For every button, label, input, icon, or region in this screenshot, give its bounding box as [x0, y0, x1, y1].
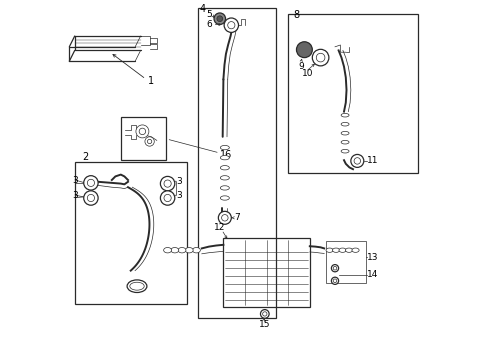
Ellipse shape: [341, 122, 349, 126]
Text: 4: 4: [200, 4, 206, 14]
Text: 10: 10: [302, 69, 314, 78]
Bar: [326, 241, 366, 283]
Ellipse shape: [341, 113, 349, 117]
Circle shape: [160, 191, 175, 205]
Ellipse shape: [127, 280, 147, 292]
Ellipse shape: [220, 156, 229, 160]
Ellipse shape: [193, 248, 200, 253]
Text: 2: 2: [82, 152, 89, 162]
Circle shape: [87, 194, 95, 202]
Ellipse shape: [130, 282, 144, 290]
Text: 16: 16: [220, 150, 232, 160]
Text: 12: 12: [215, 223, 226, 232]
Circle shape: [219, 211, 231, 224]
Circle shape: [84, 176, 98, 190]
Ellipse shape: [341, 131, 349, 135]
Circle shape: [160, 176, 175, 191]
Circle shape: [354, 158, 361, 164]
Text: 3: 3: [72, 191, 78, 199]
Circle shape: [312, 49, 329, 66]
Ellipse shape: [341, 149, 349, 153]
Ellipse shape: [339, 248, 346, 252]
Bar: [75, 162, 187, 304]
Text: 5: 5: [206, 10, 212, 19]
Circle shape: [214, 13, 225, 24]
Text: 15: 15: [259, 320, 271, 329]
Text: 7: 7: [234, 213, 240, 222]
Ellipse shape: [220, 145, 229, 150]
Circle shape: [263, 312, 267, 316]
Circle shape: [164, 180, 171, 187]
Circle shape: [147, 139, 152, 144]
Circle shape: [136, 125, 149, 138]
Text: 6: 6: [206, 20, 212, 29]
Text: 9: 9: [298, 62, 304, 71]
Circle shape: [296, 42, 312, 58]
Bar: [121, 117, 166, 160]
Bar: [198, 8, 275, 318]
Circle shape: [224, 18, 239, 32]
Text: 14: 14: [368, 270, 379, 279]
Ellipse shape: [220, 196, 229, 200]
Ellipse shape: [352, 248, 359, 252]
Circle shape: [139, 128, 146, 135]
Ellipse shape: [185, 248, 193, 253]
Circle shape: [87, 179, 95, 186]
Circle shape: [228, 22, 235, 29]
Ellipse shape: [164, 248, 171, 253]
Circle shape: [221, 215, 228, 221]
Text: 13: 13: [368, 253, 379, 262]
Circle shape: [351, 154, 364, 167]
Circle shape: [164, 194, 171, 202]
Ellipse shape: [333, 248, 340, 252]
Text: 11: 11: [368, 156, 379, 166]
Ellipse shape: [171, 248, 179, 253]
Circle shape: [261, 310, 269, 318]
Text: 1: 1: [148, 76, 154, 86]
Circle shape: [333, 266, 337, 270]
Circle shape: [316, 53, 325, 62]
Text: 3: 3: [176, 177, 182, 186]
Ellipse shape: [345, 248, 353, 252]
Bar: [288, 14, 418, 173]
Circle shape: [331, 265, 339, 272]
Circle shape: [217, 16, 222, 22]
Bar: [223, 238, 310, 307]
Text: 3: 3: [72, 176, 78, 185]
Circle shape: [84, 191, 98, 205]
Ellipse shape: [341, 140, 349, 144]
Ellipse shape: [220, 176, 229, 180]
Ellipse shape: [326, 248, 333, 252]
Text: 3: 3: [176, 191, 182, 199]
Ellipse shape: [220, 166, 229, 170]
Ellipse shape: [220, 186, 229, 190]
Text: 8: 8: [294, 10, 300, 20]
Circle shape: [145, 137, 154, 146]
Circle shape: [331, 277, 339, 284]
Ellipse shape: [178, 248, 186, 253]
Circle shape: [333, 279, 337, 283]
